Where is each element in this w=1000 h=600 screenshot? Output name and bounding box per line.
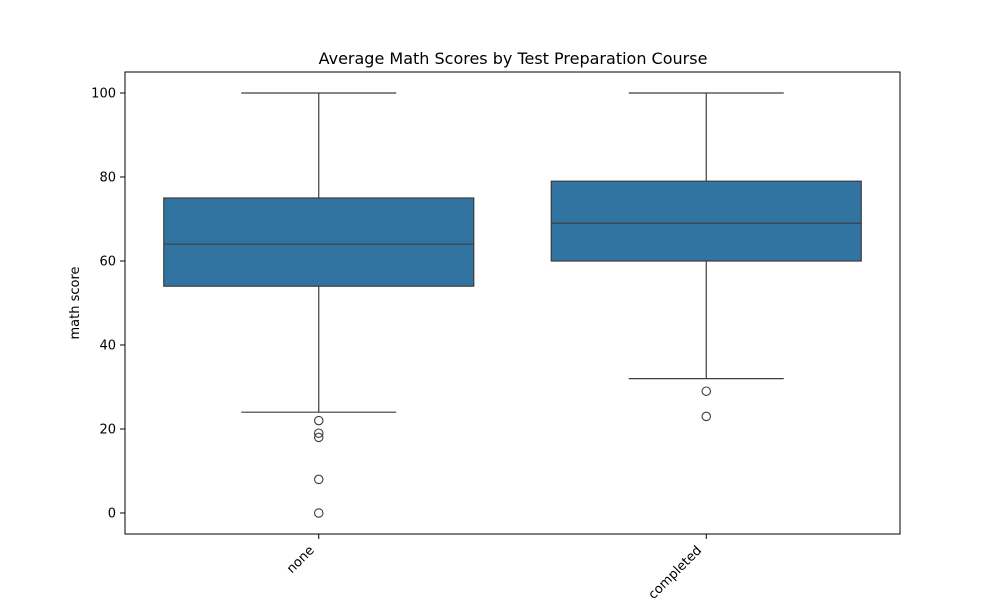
outlier-point-none	[313, 508, 324, 518]
y-tick-label: 100	[91, 87, 116, 102]
y-tick-label: 60	[99, 255, 116, 270]
x-tick-label-completed: completed	[646, 543, 705, 600]
y-axis-label: math score	[68, 266, 83, 339]
outlier-point-none	[313, 474, 324, 485]
outlier-point-completed	[701, 411, 711, 422]
box-none	[163, 197, 475, 287]
plot-area: 0 20 40 60 80 100 none completed	[91, 87, 862, 600]
outlier-point-none	[313, 432, 324, 443]
y-tick-label: 40	[99, 339, 116, 354]
outlier-point-none	[313, 415, 324, 426]
plot-frame	[124, 71, 901, 535]
outlier-point-completed	[701, 386, 711, 396]
box-completed	[550, 180, 862, 262]
y-tick-label: 0	[108, 507, 116, 522]
x-tick-label-none: none	[284, 543, 318, 577]
y-tick-label: 20	[99, 423, 116, 438]
chart-title: Average Math Scores by Test Preparation …	[319, 49, 708, 68]
outlier-point-none	[313, 428, 324, 438]
y-tick-label: 80	[99, 171, 116, 186]
